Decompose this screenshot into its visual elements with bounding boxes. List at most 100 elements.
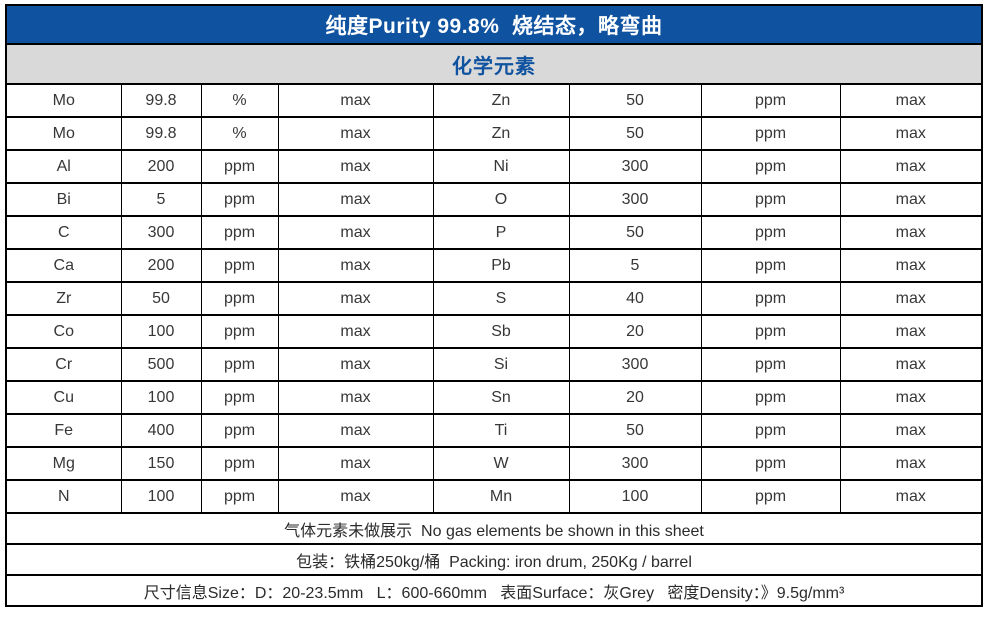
element-value: 300 [568, 446, 702, 481]
element-row: N 100 ppm max Mn 100 ppm max [5, 479, 983, 514]
element-value: 5 [120, 182, 202, 217]
element-unit: ppm [700, 380, 841, 415]
element-symbol: Bi [5, 182, 122, 217]
element-value: 50 [120, 281, 202, 316]
packing-row: 包装：铁桶250kg/桶 Packing: iron drum, 250Kg /… [5, 543, 983, 576]
element-value: 500 [120, 347, 202, 382]
element-limit: max [839, 149, 983, 184]
element-limit: max [277, 116, 434, 151]
element-unit: ppm [200, 215, 279, 250]
element-symbol: Ca [5, 248, 122, 283]
element-limit: max [277, 479, 434, 514]
element-limit: max [839, 116, 983, 151]
element-limit: max [277, 413, 434, 448]
element-limit: max [839, 347, 983, 382]
size-note: 尺寸信息Size：D：20-23.5mm L：600-660mm 表面Surfa… [5, 574, 983, 607]
element-unit: ppm [200, 149, 279, 184]
element-row: Bi 5 ppm max O 300 ppm max [5, 182, 983, 217]
element-limit: max [277, 281, 434, 316]
element-unit: ppm [700, 413, 841, 448]
element-unit: ppm [200, 248, 279, 283]
element-value: 300 [568, 149, 702, 184]
spec-sheet: 纯度Purity 99.8% 烧结态，略弯曲 化学元素 Mo 99.8% max Zn… [5, 4, 984, 607]
element-unit: ppm [700, 215, 841, 250]
element-unit: % [200, 83, 279, 118]
element-unit: ppm [700, 446, 841, 481]
element-symbol: Si [432, 347, 570, 382]
element-unit: ppm [700, 149, 841, 184]
element-symbol: Cr [5, 347, 122, 382]
element-row: Co 100 ppm max Sb 20 ppm max [5, 314, 983, 349]
element-symbol: Zr [5, 281, 122, 316]
element-symbol: Mo [5, 116, 122, 151]
element-limit: max [277, 215, 434, 250]
element-limit: max [277, 182, 434, 217]
element-symbol: Mg [5, 446, 122, 481]
element-value: 20 [568, 380, 702, 415]
element-value: 300 [120, 215, 202, 250]
element-limit: max [277, 446, 434, 481]
element-limit: max [839, 182, 983, 217]
element-limit: max [839, 314, 983, 349]
element-symbol: Sn [432, 380, 570, 415]
element-symbol: S [432, 281, 570, 316]
element-symbol: Ni [432, 149, 570, 184]
element-row: Fe 400 ppm max Ti 50 ppm max [5, 413, 983, 448]
element-unit: ppm [700, 314, 841, 349]
element-value: 100 [120, 479, 202, 514]
element-limit: max [277, 380, 434, 415]
element-unit: ppm [700, 116, 841, 151]
element-rows: Mo 99.8% max Zn 50 ppm max Mo 99.8% max Zn 50 ppm max… [5, 83, 983, 514]
element-limit: max [839, 281, 983, 316]
element-value: 400 [120, 413, 202, 448]
chemical-spec-table: 纯度Purity 99.8% 烧结态，略弯曲 化学元素 Mo 99.8% max Zn… [5, 4, 984, 607]
element-value: 300 [568, 347, 702, 382]
element-unit: ppm [700, 83, 841, 118]
element-value: 200 [120, 248, 202, 283]
element-limit: max [277, 314, 434, 349]
element-unit: ppm [200, 281, 279, 316]
size-row: 尺寸信息Size：D：20-23.5mm L：600-660mm 表面Surfa… [5, 574, 983, 607]
element-unit: ppm [200, 182, 279, 217]
element-symbol: Cu [5, 380, 122, 415]
element-symbol: Sb [432, 314, 570, 349]
element-symbol: Co [5, 314, 122, 349]
element-symbol: Zn [432, 83, 570, 118]
element-unit: ppm [200, 380, 279, 415]
element-limit: max [277, 248, 434, 283]
element-unit: ppm [700, 182, 841, 217]
element-row: Cr 500 ppm max Si 300 ppm max [5, 347, 983, 382]
element-unit: ppm [200, 413, 279, 448]
element-unit: ppm [200, 347, 279, 382]
element-row: Mg 150 ppm max W 300 ppm max [5, 446, 983, 481]
element-value: 150 [120, 446, 202, 481]
gas-note: 气体元素未做展示 No gas elements be shown in thi… [5, 512, 983, 545]
packing-note: 包装：铁桶250kg/桶 Packing: iron drum, 250Kg /… [5, 543, 983, 576]
gas-note-row: 气体元素未做展示 No gas elements be shown in thi… [5, 512, 983, 545]
element-value: 50 [568, 215, 702, 250]
element-symbol: Pb [432, 248, 570, 283]
element-limit: max [839, 248, 983, 283]
element-value: 40 [568, 281, 702, 316]
element-value: 100 [120, 314, 202, 349]
element-row: Zr 50 ppm max S 40 ppm max [5, 281, 983, 316]
element-limit: max [839, 380, 983, 415]
element-unit: ppm [200, 479, 279, 514]
element-value: 50 [568, 116, 702, 151]
title-row: 纯度Purity 99.8% 烧结态，略弯曲 [5, 4, 983, 45]
element-unit: ppm [700, 248, 841, 283]
element-value: 300 [568, 182, 702, 217]
element-value: 100 [568, 479, 702, 514]
element-limit: max [277, 149, 434, 184]
element-symbol: Fe [5, 413, 122, 448]
element-symbol: Al [5, 149, 122, 184]
element-symbol: O [432, 182, 570, 217]
element-limit: max [839, 479, 983, 514]
element-value: 99.8 [120, 83, 202, 118]
element-symbol: Zn [432, 116, 570, 151]
element-limit: max [277, 83, 434, 118]
element-limit: max [839, 83, 983, 118]
section-heading-chemical-elements: 化学元素 [5, 43, 983, 85]
element-row: Ca 200 ppm max Pb 5 ppm max [5, 248, 983, 283]
element-value: 50 [568, 83, 702, 118]
